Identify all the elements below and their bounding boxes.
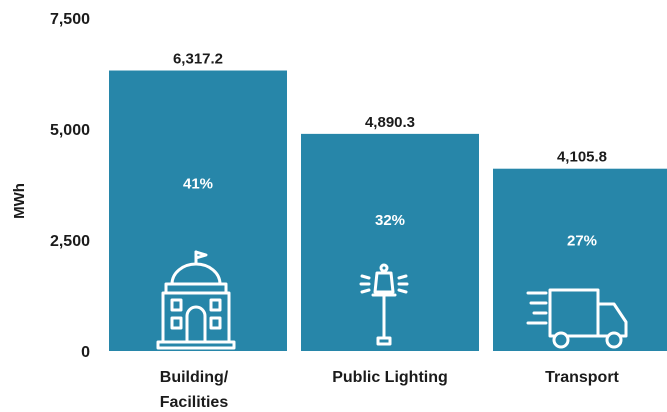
bar-value-label: 6,317.2 xyxy=(173,51,223,68)
bar xyxy=(301,133,479,351)
delivery-truck-icon xyxy=(526,288,628,349)
bar-value-label: 4,890.3 xyxy=(365,114,415,131)
x-category-label: Transport xyxy=(545,369,619,386)
y-tick-label: 0 xyxy=(81,344,90,361)
street-lamp-icon xyxy=(359,263,409,346)
bar xyxy=(109,70,287,351)
bar-percent-label: 41% xyxy=(183,175,213,192)
bar xyxy=(493,168,667,351)
y-tick-label: 5,000 xyxy=(50,122,90,139)
y-tick-label: 2,500 xyxy=(50,233,90,250)
x-category-label: Building/Facilities xyxy=(160,369,229,411)
bar-percent-label: 27% xyxy=(567,232,597,249)
bar-value-label: 4,105.8 xyxy=(557,149,607,166)
y-tick-label: 7,500 xyxy=(50,11,90,28)
bar-percent-label: 32% xyxy=(375,212,405,229)
y-axis-label: MWh xyxy=(11,183,28,219)
x-category-label: Public Lighting xyxy=(332,369,448,386)
building-icon xyxy=(156,250,236,350)
